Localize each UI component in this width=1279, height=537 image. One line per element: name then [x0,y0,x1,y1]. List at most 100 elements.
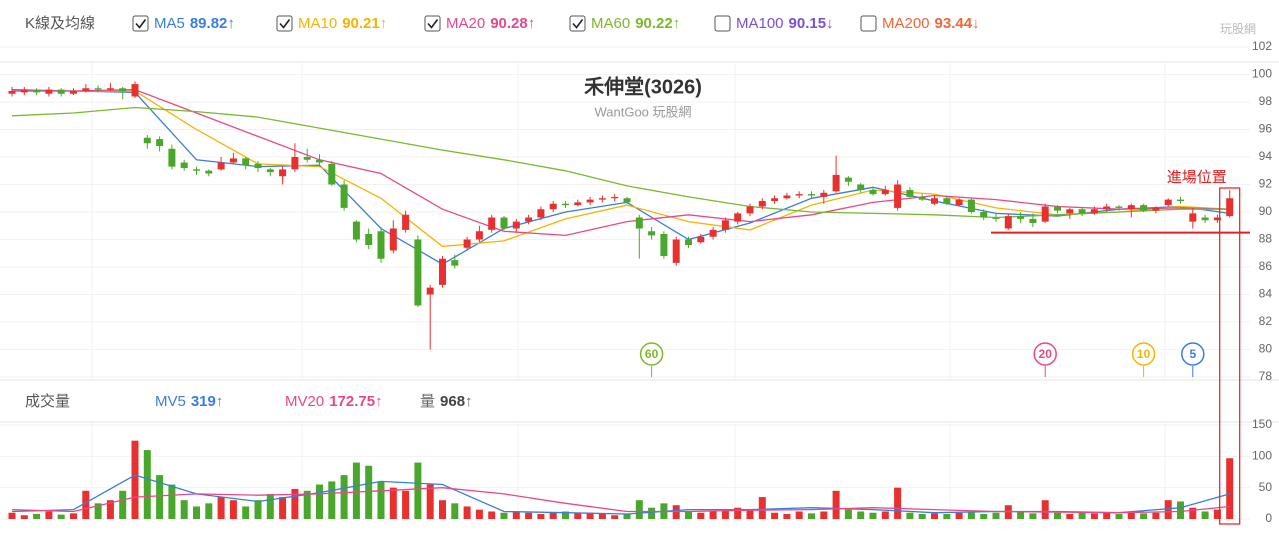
candle-body [1189,213,1197,222]
marker-label: 60 [645,347,659,361]
marker-label: 20 [1039,347,1053,361]
legend-arrow: ↑ [465,393,473,410]
checkbox[interactable] [132,15,149,32]
volume-bar [943,513,951,519]
y-tick-label: 98 [1259,94,1273,108]
candle-body [992,217,1000,219]
checkbox[interactable] [424,15,441,32]
volume-bar [931,513,938,519]
candle-body [1164,199,1172,206]
chart-subtitle: WantGoo 玩股網 [594,104,691,119]
candle-body [8,91,16,94]
candle-body [488,217,496,230]
legend-name: MA200 [882,15,930,32]
volume-bar [106,500,114,519]
volume-bar [586,512,594,519]
volume-bar [242,506,250,519]
candle-body [328,163,336,185]
marker-circle [1181,342,1205,366]
candle-body [894,184,902,208]
volume-bar [156,475,164,519]
legend-name: MA20 [446,15,485,32]
volume-legend-entry: MV20 172.75↑ [285,393,383,410]
volume-bar [143,450,151,519]
volume-bar [709,511,717,519]
candle-body [820,192,828,197]
candle-body [352,221,360,240]
y-tick-label: 82 [1259,314,1273,328]
volume-bar [1115,513,1123,519]
candle-body [33,89,41,93]
volume-bar [303,490,311,519]
volume-bar [45,511,53,519]
y-tick-label: 90 [1259,204,1273,218]
volume-bar [1140,513,1148,519]
volume-bar [439,500,446,519]
volume-bar [377,481,385,519]
volume-bar [70,513,77,519]
checkbox[interactable] [569,15,586,32]
volume-bar [340,475,348,519]
volume-bar [119,490,127,519]
candle-body [685,239,692,245]
volume-bar [574,513,582,519]
candle-body [980,212,988,218]
volume-bar [771,512,779,519]
checkbox[interactable] [276,15,293,32]
candle-body [316,159,323,163]
volume-bar [537,513,545,519]
marker-circle [639,342,664,366]
candle-body [1103,206,1111,210]
candle-body [70,91,77,94]
volume-bar [168,484,176,519]
volume-bar [881,511,889,519]
highlight-box [1219,187,1241,525]
volume-bar [1017,511,1025,519]
volume-bar [1177,501,1184,519]
candle-body [45,89,53,94]
candle-body [832,174,840,192]
candle-body [451,260,459,266]
y-tick-label: 88 [1259,232,1273,246]
volume-bar [217,497,225,519]
volume-bar [894,487,902,519]
volume-bar [955,512,963,519]
candle-body [734,213,742,222]
candle-body [1152,207,1160,211]
legend-arrow: ↑ [528,15,536,32]
volume-bar [1041,500,1049,519]
candle-body [156,139,164,146]
checkmark [135,19,147,29]
candle-body [57,89,65,94]
volume-bar [291,488,299,519]
candle-body [931,198,938,204]
candle-body [746,206,754,214]
checkbox[interactable] [860,15,877,32]
legend-name: MA60 [591,15,630,32]
marker-circle [1131,342,1156,366]
legend-entry: MA20 90.28↑ [446,15,535,32]
volume-bar [193,506,200,519]
y-tick-label: 86 [1259,259,1273,273]
volume-bar [500,512,508,519]
candle-body [672,239,680,263]
legend-arrow: ↓ [826,15,834,32]
volume-bar [8,512,16,519]
candle-body [168,148,176,167]
volume-bar [844,509,852,519]
volume-bar [906,512,914,519]
volume-bar [1226,458,1234,519]
chart-title: 禾伸堂(3026) [584,74,702,98]
volume-bar [869,512,877,519]
candle-body [697,236,705,243]
candle-body [512,221,520,229]
volume-bar [1103,512,1111,519]
legend-name: 量 [420,393,435,410]
volume-bar [1066,513,1074,519]
volume-bar [1213,509,1221,519]
checkbox[interactable] [714,15,731,32]
checkmark [427,19,439,29]
volume-header: 成交量 [25,392,70,410]
volume-bar [266,493,274,519]
